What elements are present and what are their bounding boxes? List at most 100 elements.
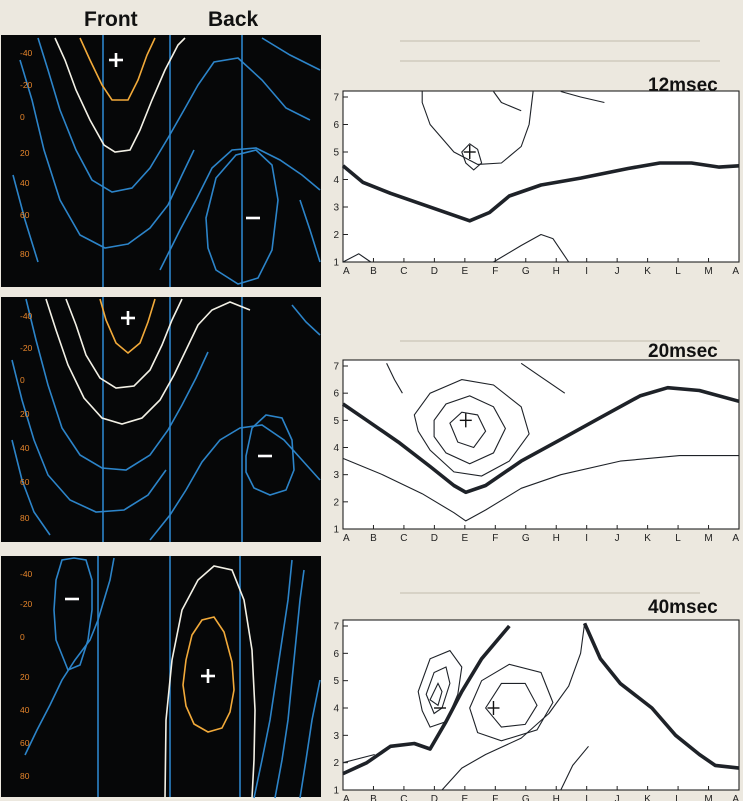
y-tick-label: 6	[333, 389, 339, 400]
positive-contour-loop	[413, 379, 530, 477]
scale-label: 60	[20, 210, 30, 220]
x-tick-label: E	[462, 533, 469, 544]
blue-contour-loop	[245, 414, 295, 496]
panel-title-40msec: 40msec	[648, 597, 718, 618]
isopotential-plot-3: 1 2 3 4 5 6 7 A B C D E F G H I J K L M A	[333, 619, 740, 801]
zero-isopotential-line	[341, 385, 740, 495]
positive-contour-loop	[469, 663, 554, 742]
x-tick-label: A	[343, 794, 350, 801]
scale-label: 40	[20, 443, 30, 453]
y-tick-label: 3	[333, 731, 339, 742]
y-tick-label: 2	[333, 758, 339, 769]
negative-contour-line	[342, 253, 372, 263]
y-tick-label: 4	[333, 704, 339, 715]
left-contour-panel-1: -40 -20 0 20 40 60 80	[1, 35, 321, 287]
x-tick-label: M	[704, 533, 712, 544]
background-text-line	[400, 592, 700, 594]
x-tick-label: I	[585, 794, 588, 801]
negative-contour-line	[493, 233, 570, 263]
negative-contour-loop	[417, 649, 463, 728]
y-tick-label: 1	[333, 786, 339, 797]
x-tick-label: L	[675, 266, 681, 277]
scale-label: 60	[20, 738, 30, 748]
contour-line	[520, 362, 566, 394]
x-tick-label: M	[704, 794, 712, 801]
x-tick-label: E	[462, 266, 469, 277]
scale-label: -20	[20, 343, 33, 353]
contour-line	[493, 91, 522, 112]
white-contour-line	[65, 298, 183, 389]
x-tick-label: L	[675, 533, 681, 544]
x-tick-label: B	[370, 533, 377, 544]
contour-line	[441, 623, 586, 791]
scale-label: 40	[20, 705, 30, 715]
front-header: Front	[84, 8, 138, 31]
x-tick-label: D	[431, 794, 438, 801]
y-tick-label: 7	[333, 622, 339, 633]
scale-label: 20	[20, 409, 30, 419]
scale-label: 60	[20, 477, 30, 487]
y-tick-label: 7	[333, 93, 339, 104]
negative-contour-loop	[425, 666, 451, 715]
plot-frame	[342, 90, 740, 263]
x-tick-label: G	[522, 533, 530, 544]
scale-label: 80	[20, 513, 30, 523]
blue-contour-line	[274, 569, 305, 799]
x-tick-label: C	[400, 266, 407, 277]
background-text-line	[400, 40, 700, 42]
back-header: Back	[208, 8, 259, 31]
contour-line	[386, 363, 403, 394]
x-tick-label: B	[370, 266, 377, 277]
scale-label: -40	[20, 48, 33, 58]
positive-contour-loop	[461, 143, 483, 171]
contour-line	[342, 753, 375, 764]
scale-label: 0	[20, 375, 25, 385]
background-text-line	[400, 60, 720, 62]
negative-contour-line	[342, 455, 739, 522]
scale-label: 20	[20, 672, 30, 682]
scale-label: -20	[20, 599, 33, 609]
x-tick-label: A	[343, 533, 350, 544]
x-tick-label: J	[615, 266, 620, 277]
scale-label: -40	[20, 311, 33, 321]
positive-contour-loop	[433, 395, 507, 465]
white-contour-line	[54, 37, 186, 153]
blue-contour-line	[253, 559, 293, 799]
x-tick-label: A	[343, 266, 350, 277]
orange-contour-line	[79, 37, 156, 101]
blue-contour-line	[159, 147, 321, 271]
scale-label: -20	[20, 80, 33, 90]
blue-contour-line	[11, 359, 167, 513]
orange-contour-loop	[182, 616, 235, 733]
blue-contour-line	[19, 59, 195, 249]
y-tick-label: 4	[333, 175, 339, 186]
y-tick-label: 5	[333, 416, 339, 427]
x-tick-label: A	[732, 794, 739, 801]
scale-label: 0	[20, 632, 25, 642]
zero-isopotential-line	[342, 624, 511, 776]
blue-contour-loop	[205, 149, 279, 285]
white-contour-loop	[164, 565, 256, 799]
x-tick-label: C	[400, 533, 407, 544]
scale-label: 80	[20, 249, 30, 259]
x-tick-label: D	[431, 533, 438, 544]
negative-contour-loop	[429, 682, 443, 707]
scale-label: -40	[20, 569, 33, 579]
scale-label: 80	[20, 771, 30, 781]
isopotential-plot-2: 1 2 3 4 5 6 7 A B C D E F G H I J K L M A	[333, 359, 740, 544]
scale-label: 20	[20, 148, 30, 158]
blue-contour-line	[299, 199, 321, 263]
blue-contour-line	[37, 37, 311, 193]
y-tick-label: 4	[333, 443, 339, 454]
scale-label: 0	[20, 112, 25, 122]
y-tick-label: 1	[333, 258, 339, 269]
blue-contour-loop	[53, 557, 93, 672]
x-tick-label: C	[400, 794, 407, 801]
zero-isopotential-line	[341, 161, 740, 223]
white-contour-line	[45, 298, 251, 425]
contour-line	[560, 90, 605, 104]
contour-panel-background	[1, 556, 321, 797]
x-tick-label: B	[370, 794, 377, 801]
